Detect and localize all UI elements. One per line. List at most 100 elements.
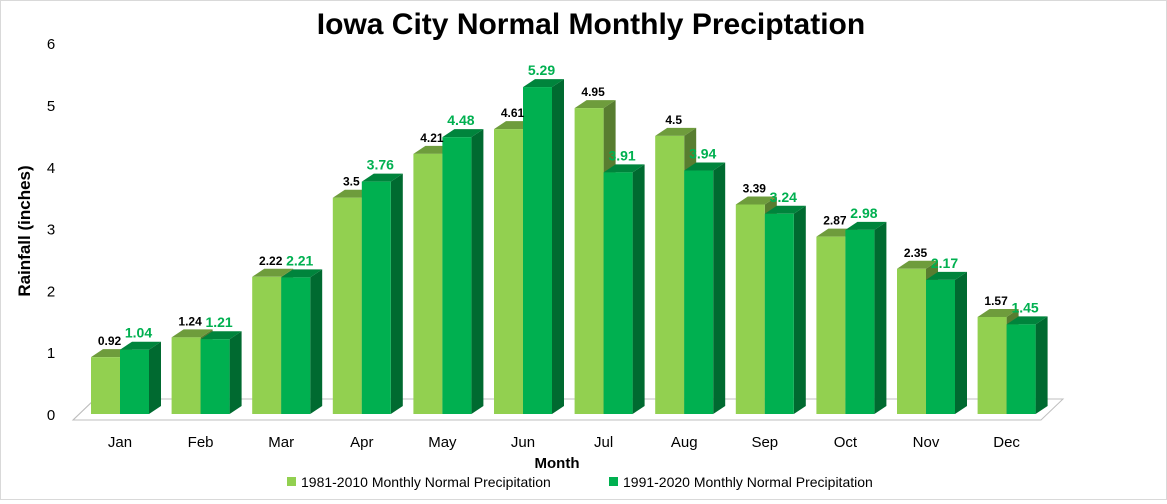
bar bbox=[735, 204, 765, 414]
y-tick-label: 1 bbox=[47, 345, 55, 362]
bar bbox=[574, 108, 604, 414]
bar-side bbox=[552, 79, 564, 414]
bar-side bbox=[955, 271, 967, 414]
bar bbox=[523, 87, 552, 414]
bar-side bbox=[632, 164, 645, 414]
bar bbox=[120, 349, 149, 414]
legend-entry: 1981-2010 Monthly Normal Precipitation bbox=[301, 474, 551, 490]
x-tick-label: Oct bbox=[834, 434, 858, 451]
bar-side bbox=[310, 269, 323, 414]
bar-top bbox=[764, 205, 806, 214]
bar-top bbox=[845, 221, 887, 230]
data-label: 1.04 bbox=[125, 325, 152, 341]
bar bbox=[332, 197, 362, 414]
x-tick-label: Nov bbox=[913, 434, 940, 451]
bar bbox=[494, 129, 523, 415]
bar bbox=[200, 339, 230, 414]
bar bbox=[171, 337, 201, 414]
bar-top bbox=[977, 308, 1019, 317]
bar-side bbox=[793, 205, 806, 414]
bar bbox=[252, 276, 282, 414]
bar-top bbox=[926, 271, 967, 280]
bar-top bbox=[603, 164, 645, 173]
bar bbox=[845, 229, 875, 414]
data-label: 5.29 bbox=[528, 62, 555, 78]
bar-side bbox=[1035, 316, 1048, 414]
bar-top bbox=[200, 331, 242, 340]
x-tick-label: Feb bbox=[188, 434, 214, 451]
bar-side bbox=[229, 331, 242, 414]
bar-top bbox=[574, 100, 616, 109]
data-label: 2.22 bbox=[259, 254, 283, 268]
data-label: 4.61 bbox=[501, 106, 525, 120]
x-tick-label: Sep bbox=[751, 434, 778, 451]
bar-top bbox=[655, 127, 697, 136]
data-label: 2.21 bbox=[286, 252, 313, 268]
data-label: 3.39 bbox=[743, 181, 767, 195]
data-label: 2.17 bbox=[931, 255, 958, 271]
y-tick-label: 5 bbox=[47, 98, 55, 115]
bar bbox=[442, 137, 472, 415]
chart-title: Iowa City Normal Monthly Preciptation bbox=[317, 8, 865, 41]
data-label: 4.48 bbox=[447, 112, 474, 128]
data-label: 0.92 bbox=[98, 334, 122, 348]
legend-swatch bbox=[287, 477, 296, 486]
y-tick-label: 2 bbox=[47, 283, 55, 300]
data-label: 3.91 bbox=[608, 147, 635, 163]
bar-top bbox=[281, 269, 323, 278]
bar-side bbox=[471, 129, 484, 415]
legend-swatch bbox=[609, 477, 618, 486]
x-axis-label: Month bbox=[535, 455, 580, 472]
x-tick-label: Aug bbox=[671, 434, 698, 451]
data-label: 1.21 bbox=[205, 314, 232, 330]
data-label: 2.87 bbox=[823, 214, 847, 228]
bar-top bbox=[120, 341, 161, 350]
data-label: 4.5 bbox=[665, 113, 682, 127]
data-label: 2.35 bbox=[904, 246, 928, 260]
bar-top bbox=[523, 79, 564, 88]
x-tick-label: Jan bbox=[108, 434, 132, 451]
bar bbox=[977, 316, 1007, 414]
y-tick-label: 4 bbox=[47, 160, 55, 177]
bar bbox=[413, 153, 443, 414]
data-label: 3.76 bbox=[367, 157, 394, 173]
x-tick-label: Dec bbox=[993, 434, 1020, 451]
bar-top bbox=[684, 162, 726, 171]
bar bbox=[281, 277, 311, 414]
x-tick-label: May bbox=[428, 434, 457, 451]
bar bbox=[603, 172, 633, 414]
bar bbox=[684, 170, 714, 414]
bar-top bbox=[171, 329, 213, 338]
bar bbox=[1006, 324, 1036, 414]
bar-top bbox=[442, 129, 484, 138]
bar-top bbox=[1006, 316, 1048, 325]
x-tick-label: Mar bbox=[268, 434, 294, 451]
bar-side bbox=[149, 341, 161, 414]
data-label: 3.24 bbox=[770, 189, 797, 205]
bar-top bbox=[897, 260, 938, 269]
data-label: 3.5 bbox=[343, 175, 360, 189]
bar-top bbox=[735, 196, 777, 205]
data-label: 4.95 bbox=[581, 85, 605, 99]
y-tick-label: 0 bbox=[47, 407, 55, 424]
bar bbox=[91, 357, 120, 414]
y-axis-label: Rainfall (inches) bbox=[15, 165, 34, 296]
bar-side bbox=[713, 162, 726, 414]
data-label: 1.57 bbox=[984, 294, 1008, 308]
bar bbox=[897, 268, 926, 414]
legend-entry: 1991-2020 Monthly Normal Precipitation bbox=[623, 474, 873, 490]
data-label: 3.94 bbox=[689, 146, 716, 162]
x-tick-label: Apr bbox=[350, 434, 373, 451]
bar-side bbox=[874, 221, 887, 414]
bar-top bbox=[361, 173, 403, 182]
bar-top bbox=[252, 268, 294, 277]
bar bbox=[764, 213, 794, 414]
x-tick-label: Jul bbox=[594, 434, 613, 451]
y-tick-label: 3 bbox=[47, 222, 55, 239]
bar bbox=[655, 135, 685, 414]
bar bbox=[926, 279, 955, 414]
x-tick-label: Jun bbox=[511, 434, 535, 451]
data-label: 2.98 bbox=[850, 205, 877, 221]
data-label: 1.24 bbox=[178, 314, 202, 328]
